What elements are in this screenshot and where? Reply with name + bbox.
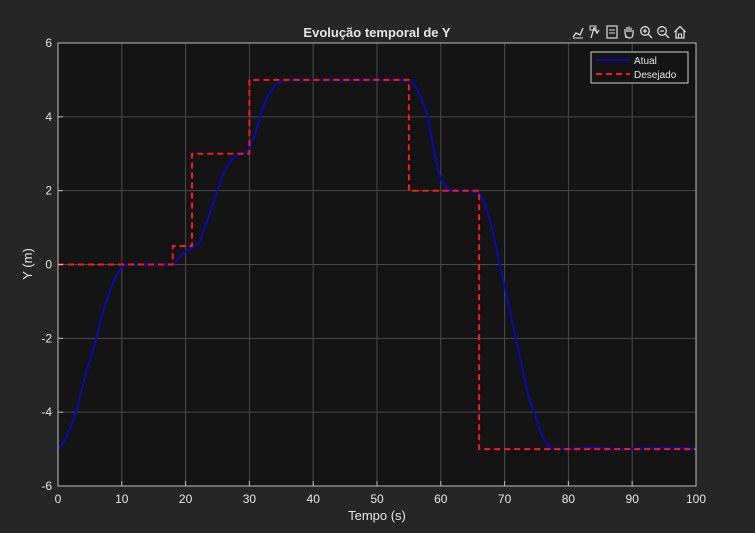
x-tick-label: 70 — [498, 492, 512, 506]
x-tick-label: 20 — [179, 492, 193, 506]
y-tick-label: 0 — [45, 258, 52, 272]
y-tick-label: -6 — [41, 479, 52, 493]
x-tick-label: 10 — [115, 492, 129, 506]
export-icon[interactable] — [604, 23, 619, 40]
series-layer — [57, 78, 697, 451]
data-tips-icon[interactable] — [587, 23, 602, 40]
x-tick-label: 30 — [243, 492, 257, 506]
series-line-desejado — [58, 78, 696, 451]
legend-box — [590, 51, 689, 84]
zoom-in-icon[interactable] — [638, 23, 653, 40]
home-icon[interactable] — [672, 23, 687, 40]
x-axis-label: Tempo (s) — [348, 508, 406, 523]
y-tick-label: 2 — [45, 184, 52, 198]
x-ticks: 0 10 20 30 40 50 60 70 80 90 100 — [55, 481, 706, 506]
legend-label-atual: Atual — [634, 56, 657, 67]
y-tick-label: -4 — [41, 405, 52, 419]
x-tick-label: 90 — [626, 492, 640, 506]
x-tick-label: 100 — [686, 492, 706, 506]
y-tick-label: 6 — [45, 36, 52, 50]
zoom-out-icon[interactable] — [655, 23, 670, 40]
axes-toolbar — [570, 23, 687, 40]
x-tick-label: 50 — [370, 492, 384, 506]
brush-icon[interactable] — [570, 23, 585, 40]
x-tick-label: 40 — [307, 492, 321, 506]
y-axis-label: Y (m) — [20, 248, 35, 280]
x-tick-label: 0 — [55, 492, 62, 506]
y-tick-label: 4 — [45, 110, 52, 124]
chart-title: Evolução temporal de Y — [303, 25, 450, 40]
x-tick-label: 60 — [434, 492, 448, 506]
y-ticks: 6 4 2 0 -2 -4 -6 — [41, 36, 63, 493]
x-tick-label: 80 — [562, 492, 576, 506]
legend-label-desejado: Desejado — [634, 70, 677, 81]
y-tick-label: -2 — [41, 331, 52, 345]
pan-icon[interactable] — [621, 23, 636, 40]
legend[interactable]: Atual Desejado — [590, 51, 689, 84]
